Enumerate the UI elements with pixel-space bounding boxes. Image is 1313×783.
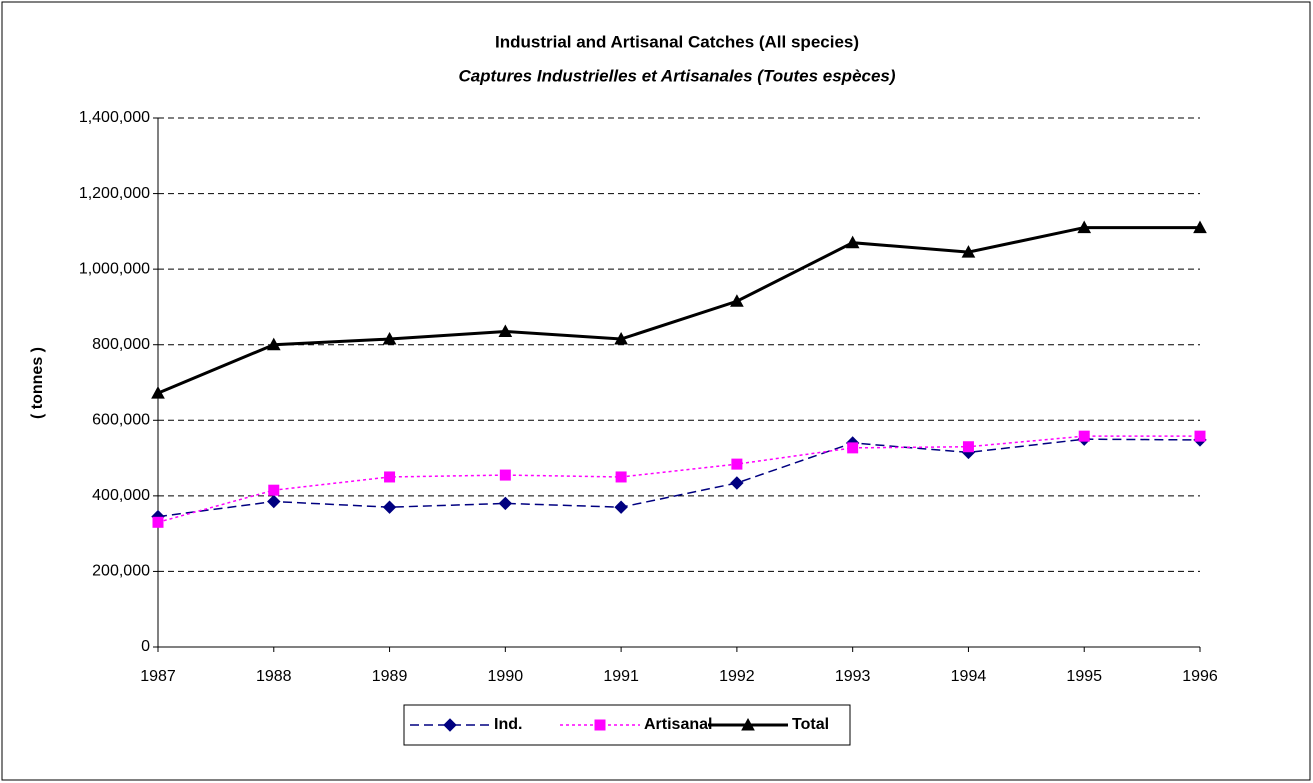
x-tick-label: 1987	[140, 668, 176, 685]
data-point	[267, 494, 281, 509]
x-tick-label: 1991	[603, 668, 639, 685]
data-point	[268, 484, 280, 496]
x-tick-label: 1989	[372, 668, 408, 685]
x-tick-label: 1992	[719, 668, 755, 685]
y-tick-label: 200,000	[92, 563, 150, 580]
y-tick-label: 1,200,000	[79, 185, 150, 202]
data-point	[499, 469, 511, 481]
data-point	[498, 496, 513, 511]
y-tick-label: 1,400,000	[79, 109, 150, 126]
legend-marker	[443, 718, 457, 732]
data-point	[1194, 430, 1206, 442]
data-point	[1193, 220, 1207, 234]
series-line	[157, 226, 1200, 395]
y-tick-label: 0	[141, 638, 150, 655]
y-axis-label: ( tonnes )	[29, 347, 46, 419]
legend-label: Artisanal	[644, 716, 712, 733]
data-point	[382, 500, 397, 514]
data-point	[152, 516, 164, 528]
data-point	[614, 500, 628, 514]
data-point	[1078, 430, 1090, 442]
data-point	[382, 332, 397, 345]
data-point	[845, 235, 860, 249]
chart-title: Industrial and Artisanal Catches (All sp…	[495, 32, 859, 51]
x-tick-label: 1995	[1066, 668, 1102, 685]
data-point	[151, 386, 165, 399]
chart-subtitle: Captures Industrielles et Artisanales (T…	[458, 66, 895, 85]
x-tick-label: 1996	[1182, 668, 1218, 685]
x-tick-label: 1988	[256, 668, 292, 685]
data-point	[384, 471, 396, 483]
data-point	[847, 442, 859, 454]
legend-label: Ind.	[494, 716, 522, 733]
data-point	[614, 332, 628, 345]
data-point	[730, 294, 744, 307]
x-tick-label: 1993	[835, 668, 871, 685]
x-tick-label: 1990	[488, 668, 524, 685]
data-point	[962, 441, 974, 453]
y-tick-label: 800,000	[92, 336, 150, 353]
legend-label: Total	[792, 716, 829, 733]
y-tick-label: 400,000	[92, 487, 150, 504]
data-point	[615, 471, 627, 483]
legend-marker	[741, 717, 755, 731]
data-point	[1077, 220, 1092, 234]
y-tick-label: 600,000	[92, 412, 150, 429]
series-line	[157, 438, 1201, 518]
data-point	[498, 324, 513, 337]
y-tick-label: 1,000,000	[79, 260, 150, 277]
data-point	[731, 458, 743, 470]
data-point	[730, 476, 744, 490]
data-point	[961, 245, 976, 258]
data-point	[266, 337, 281, 351]
legend-marker	[594, 719, 606, 731]
x-tick-label: 1994	[951, 668, 987, 685]
